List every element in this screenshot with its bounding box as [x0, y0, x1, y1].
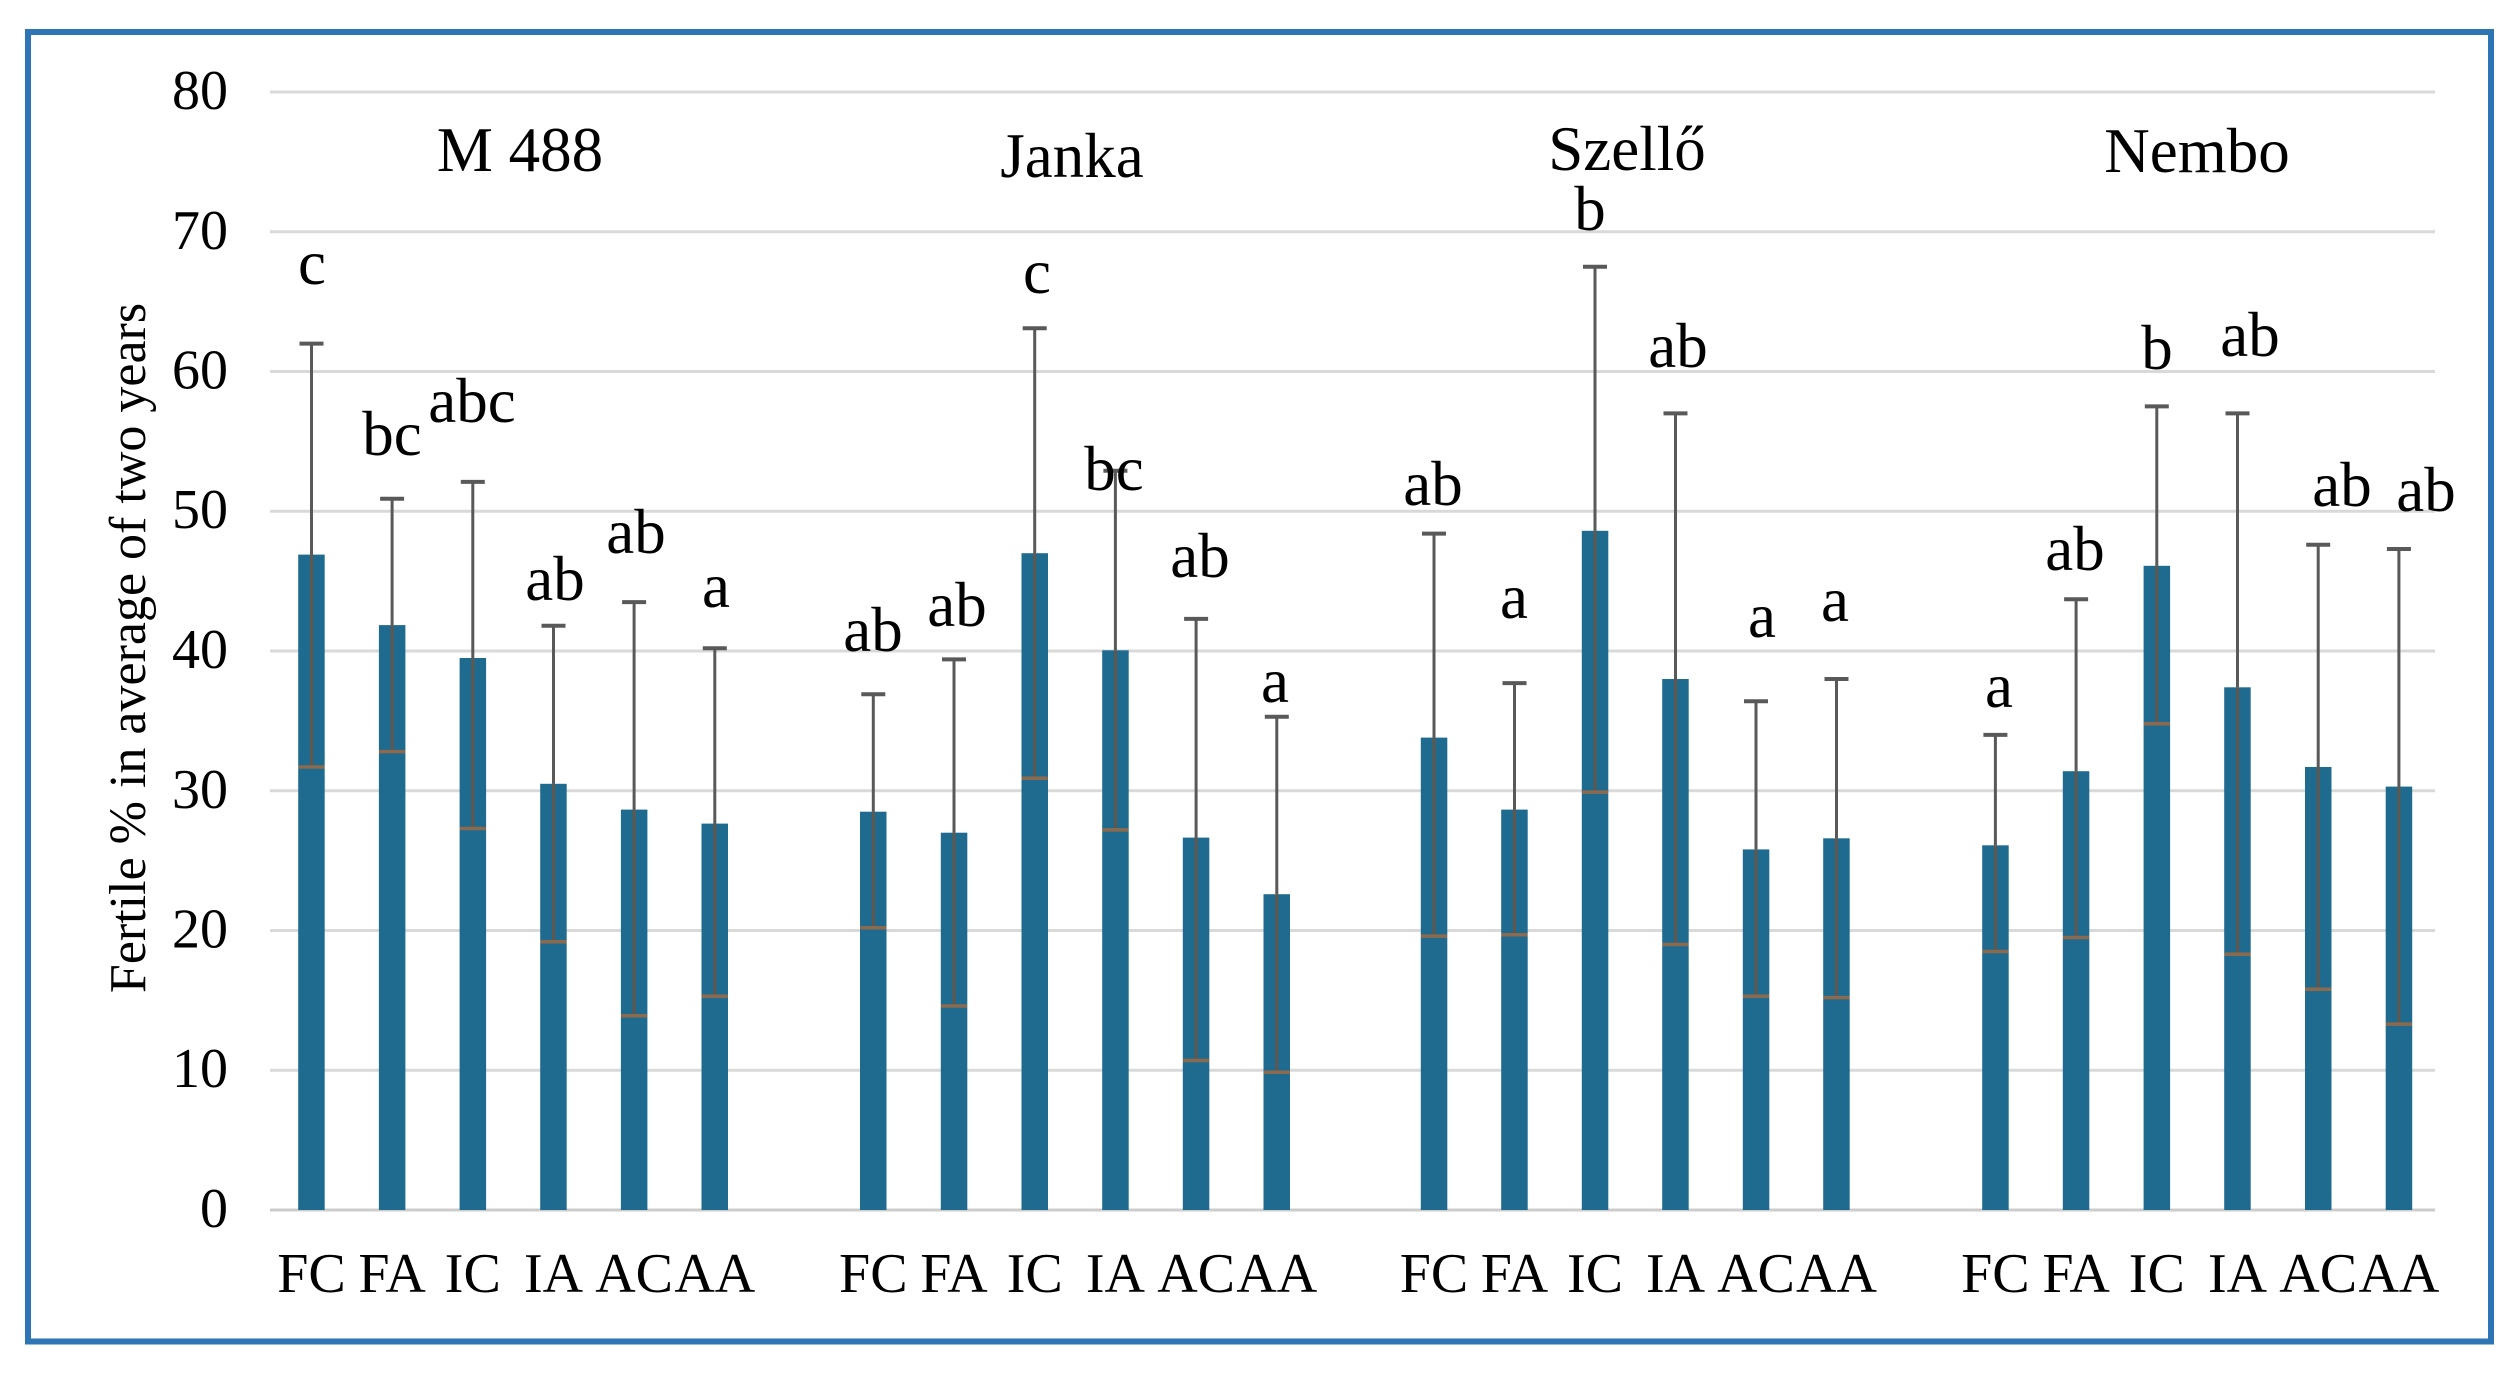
svg-text:FC: FC	[1961, 1243, 2030, 1305]
svg-text:30: 30	[172, 759, 228, 821]
svg-text:FA: FA	[2042, 1243, 2110, 1305]
svg-text:IC: IC	[445, 1243, 501, 1305]
svg-text:ab: ab	[1648, 311, 1707, 381]
svg-text:AA: AA	[1236, 1243, 1317, 1305]
svg-text:AA: AA	[2358, 1243, 2439, 1305]
svg-text:ab: ab	[2220, 300, 2279, 370]
svg-text:0: 0	[200, 1178, 228, 1240]
svg-text:FA: FA	[1481, 1243, 1549, 1305]
svg-text:a: a	[1261, 646, 1289, 716]
svg-text:IA: IA	[1646, 1243, 1706, 1305]
svg-text:c: c	[1023, 237, 1051, 307]
svg-text:AA: AA	[674, 1243, 755, 1305]
svg-text:IA: IA	[524, 1243, 584, 1305]
svg-text:a: a	[702, 551, 730, 621]
svg-text:FA: FA	[358, 1243, 426, 1305]
svg-text:ab: ab	[525, 544, 584, 614]
svg-text:b: b	[1574, 174, 1606, 244]
svg-text:Szellő: Szellő	[1548, 114, 1705, 184]
svg-text:c: c	[298, 228, 326, 298]
svg-text:a: a	[1500, 562, 1528, 632]
svg-text:50: 50	[172, 479, 228, 541]
svg-text:AA: AA	[1796, 1243, 1877, 1305]
svg-text:AC: AC	[2279, 1243, 2357, 1305]
svg-text:AC: AC	[1717, 1243, 1795, 1305]
svg-text:FC: FC	[839, 1243, 908, 1305]
svg-text:AC: AC	[595, 1243, 673, 1305]
svg-text:10: 10	[172, 1038, 228, 1100]
svg-text:FC: FC	[1400, 1243, 1469, 1305]
svg-text:b: b	[2141, 313, 2173, 383]
svg-text:IA: IA	[1086, 1243, 1146, 1305]
svg-text:ab: ab	[927, 570, 986, 640]
svg-text:ab: ab	[2045, 514, 2104, 584]
svg-text:80: 80	[172, 60, 228, 122]
svg-text:40: 40	[172, 619, 228, 681]
svg-text:AC: AC	[1157, 1243, 1235, 1305]
svg-text:a: a	[1748, 581, 1776, 651]
svg-text:ab: ab	[1403, 449, 1462, 519]
svg-text:ab: ab	[2312, 450, 2371, 520]
svg-text:ab: ab	[843, 595, 902, 665]
svg-text:20: 20	[172, 899, 228, 961]
svg-text:abc: abc	[428, 366, 515, 436]
svg-text:Fertile % in average of two ye: Fertile % in average of two years	[100, 303, 157, 993]
svg-text:Nembo: Nembo	[2104, 116, 2289, 186]
svg-text:70: 70	[172, 200, 228, 262]
svg-text:ab: ab	[2396, 455, 2455, 525]
svg-text:Janka: Janka	[1000, 121, 1143, 191]
svg-text:bc: bc	[362, 399, 421, 469]
svg-text:IA: IA	[2208, 1243, 2268, 1305]
svg-text:M 488: M 488	[437, 115, 603, 185]
svg-text:FA: FA	[920, 1243, 988, 1305]
svg-text:IC: IC	[1007, 1243, 1063, 1305]
svg-text:FC: FC	[277, 1243, 346, 1305]
svg-text:bc: bc	[1084, 434, 1143, 504]
svg-text:ab: ab	[606, 497, 665, 567]
svg-text:a: a	[1821, 565, 1849, 635]
svg-text:60: 60	[172, 340, 228, 402]
svg-text:IC: IC	[2129, 1243, 2185, 1305]
svg-text:ab: ab	[1170, 521, 1229, 591]
svg-text:IC: IC	[1567, 1243, 1623, 1305]
svg-text:a: a	[1985, 651, 2013, 721]
